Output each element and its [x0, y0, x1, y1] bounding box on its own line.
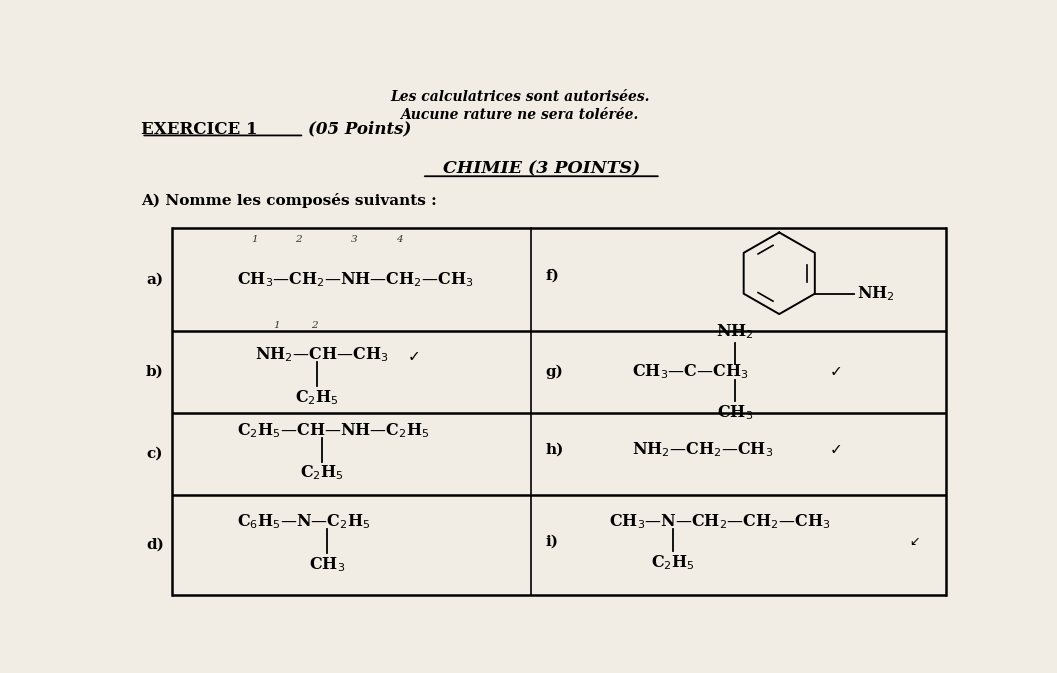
Text: A) Nomme les composés suivants :: A) Nomme les composés suivants :	[142, 192, 438, 207]
Text: NH$_2$: NH$_2$	[856, 284, 894, 303]
Text: EXERCICE 1: EXERCICE 1	[142, 120, 258, 138]
Text: ↙: ↙	[910, 535, 921, 548]
Text: NH$_2$: NH$_2$	[717, 322, 754, 341]
Text: 2: 2	[296, 235, 302, 244]
Text: C$_2$H$_5$: C$_2$H$_5$	[300, 464, 344, 483]
Text: 3: 3	[351, 235, 358, 244]
Text: NH$_2$—CH$_2$—CH$_3$: NH$_2$—CH$_2$—CH$_3$	[632, 441, 773, 460]
Text: C$_2$H$_5$: C$_2$H$_5$	[295, 388, 338, 406]
Text: ✓: ✓	[830, 442, 842, 458]
Text: Aucune rature ne sera tolérée.: Aucune rature ne sera tolérée.	[401, 108, 638, 122]
Text: CH$_3$—CH$_2$—NH—CH$_2$—CH$_3$: CH$_3$—CH$_2$—NH—CH$_2$—CH$_3$	[237, 270, 474, 289]
Text: Les calculatrices sont autorisées.: Les calculatrices sont autorisées.	[390, 90, 649, 104]
Text: C$_6$H$_5$—N—C$_2$H$_5$: C$_6$H$_5$—N—C$_2$H$_5$	[237, 513, 370, 531]
Text: ✓: ✓	[407, 349, 420, 364]
Text: (05 Points): (05 Points)	[308, 120, 411, 138]
Text: c): c)	[146, 447, 163, 461]
Text: 1: 1	[252, 235, 258, 244]
Text: f): f)	[545, 269, 559, 283]
Text: h): h)	[545, 443, 563, 457]
Text: 1: 1	[274, 321, 280, 330]
Text: CHIMIE (3 POINTS): CHIMIE (3 POINTS)	[443, 161, 639, 178]
Text: CH$_3$—C—CH$_3$: CH$_3$—C—CH$_3$	[632, 363, 748, 381]
Text: d): d)	[146, 538, 164, 552]
Text: C$_2$H$_5$—CH—NH—C$_2$H$_5$: C$_2$H$_5$—CH—NH—C$_2$H$_5$	[237, 421, 429, 440]
Text: i): i)	[545, 534, 558, 548]
Text: CH$_3$: CH$_3$	[717, 403, 754, 422]
Text: ✓: ✓	[830, 364, 842, 380]
Text: 4: 4	[396, 235, 403, 244]
Text: CH$_3$—N—CH$_2$—CH$_2$—CH$_3$: CH$_3$—N—CH$_2$—CH$_2$—CH$_3$	[609, 513, 830, 531]
Text: C$_2$H$_5$: C$_2$H$_5$	[651, 553, 694, 572]
Text: b): b)	[146, 365, 164, 379]
Text: a): a)	[146, 273, 163, 287]
Text: NH$_2$—CH—CH$_3$: NH$_2$—CH—CH$_3$	[255, 345, 388, 364]
Text: 2: 2	[311, 321, 317, 330]
Text: g): g)	[545, 365, 563, 379]
Text: CH$_3$: CH$_3$	[310, 555, 346, 573]
